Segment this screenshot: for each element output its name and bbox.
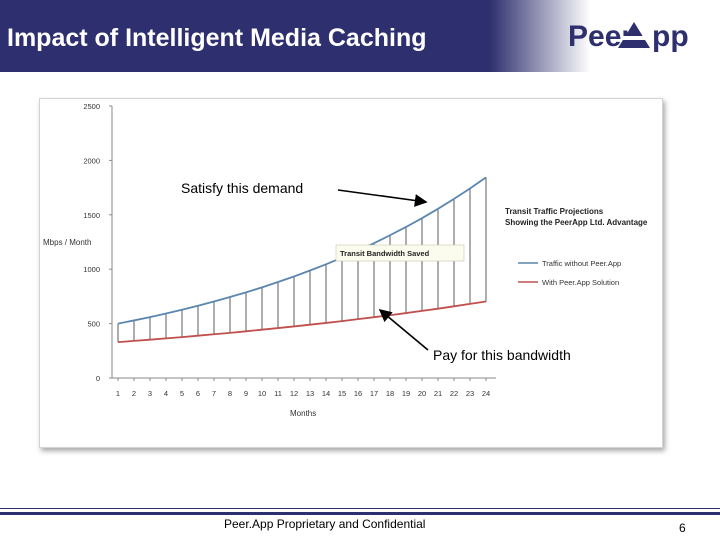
demand-arrow (337, 189, 428, 207)
x-tick-label: 8 (228, 389, 232, 398)
saved-region-label: Transit Bandwidth Saved (340, 249, 430, 258)
y-tick-label: 2500 (83, 102, 100, 111)
header-bar: Impact of Intelligent Media Caching Peer… (0, 0, 720, 72)
page-number: 6 (679, 521, 686, 535)
y-axis-label: Mbps / Month (43, 238, 91, 247)
x-tick-label: 7 (212, 389, 216, 398)
x-tick-label: 22 (450, 389, 458, 398)
x-tick-label: 17 (370, 389, 378, 398)
chart-title-line-2: Showing the PeerApp Ltd. Advantage (505, 218, 648, 227)
series-line-with (117, 300, 487, 343)
footer-confidential: Peer.App Proprietary and Confidential (224, 517, 426, 531)
x-tick-label: 20 (418, 389, 426, 398)
x-tick-label: 1 (116, 389, 120, 398)
x-tick-label: 6 (196, 389, 200, 398)
x-tick-label: 14 (322, 389, 330, 398)
demand-label-box (178, 178, 336, 197)
pay-annotation: Pay for this bandwidth (433, 347, 571, 363)
chart-frame (39, 98, 663, 448)
y-tick-label: 0 (96, 374, 100, 383)
x-tick-label: 3 (148, 389, 152, 398)
y-tick-label: 1500 (83, 211, 100, 220)
chart-title-line-1: Transit Traffic Projections (505, 207, 604, 216)
x-tick-label: 15 (338, 389, 346, 398)
footer-band (0, 512, 720, 515)
x-tick-label: 21 (434, 389, 442, 398)
y-tick-label: 500 (87, 320, 100, 329)
peerapp-logo: Peer pp (568, 20, 689, 53)
svg-text:pp: pp (652, 20, 689, 53)
x-tick-label: 19 (402, 389, 410, 398)
x-axis-label: Months (290, 409, 316, 418)
x-tick-label: 23 (466, 389, 474, 398)
x-tick-label: 4 (164, 389, 168, 398)
pay-label-box (430, 345, 608, 364)
x-tick-label: 18 (386, 389, 394, 398)
series-line-without (117, 176, 487, 325)
x-tick-label: 9 (244, 389, 248, 398)
x-tick-label: 11 (274, 389, 282, 398)
y-tick-label: 2000 (83, 156, 100, 165)
x-tick-label: 12 (290, 389, 298, 398)
legend-label-without: Traffic without Peer.App (542, 259, 621, 268)
x-tick-label: 13 (306, 389, 314, 398)
demand-annotation: Satisfy this demand (181, 180, 303, 196)
x-tick-label: 10 (258, 389, 266, 398)
x-tick-label: 5 (180, 389, 184, 398)
footer-rule (0, 508, 720, 509)
legend-label-with: With Peer.App Solution (542, 278, 619, 287)
pay-arrow (378, 308, 429, 351)
x-tick-label: 24 (482, 389, 490, 398)
slide-title: Impact of Intelligent Media Caching (7, 24, 427, 52)
y-tick-label: 1000 (83, 265, 100, 274)
saved-label-box (335, 244, 465, 262)
x-tick-label: 16 (354, 389, 362, 398)
x-tick-label: 2 (132, 389, 136, 398)
